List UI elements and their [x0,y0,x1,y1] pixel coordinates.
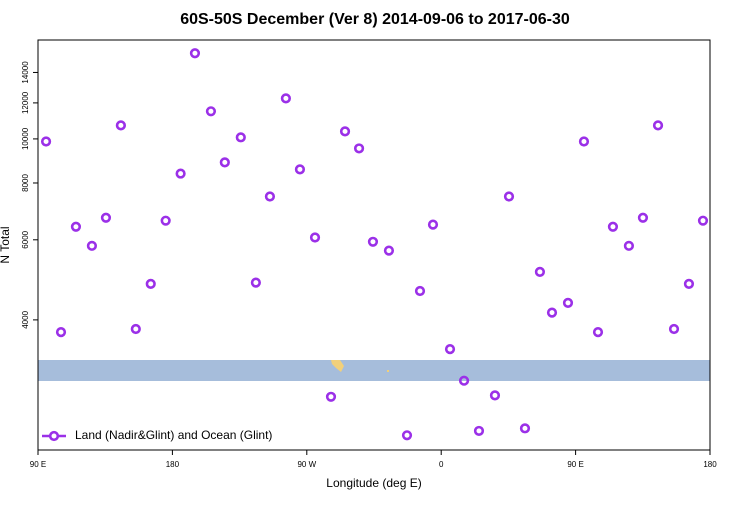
y-axis-label: N Total [0,226,12,263]
point [235,132,246,143]
land [331,360,344,372]
y-tick-label: 12000 [21,91,30,114]
point [383,245,395,256]
land [387,370,389,372]
x-tick-label: 90 W [297,460,316,469]
point [414,285,426,297]
point [115,120,126,131]
point [353,143,365,154]
point [325,391,337,402]
point [592,327,604,338]
x-tick-label: 90 E [567,460,583,469]
point [637,212,649,223]
point [100,212,112,223]
point [683,278,695,289]
y-tick-label: 14000 [21,61,30,84]
point [40,136,52,147]
point [401,430,413,441]
point [219,157,230,168]
point [519,423,531,434]
point [652,120,664,131]
point [367,236,379,247]
x-tick-label: 180 [166,460,180,469]
legend-label: Land (Nadir&Glint) and Ocean (Glint) [75,428,272,442]
plot-frame [37,39,711,451]
point [546,307,558,318]
point [339,126,351,137]
point [489,390,501,401]
point [86,240,98,251]
y-tick-label: 6000 [21,230,30,248]
point [309,232,321,243]
point [55,327,67,338]
point [562,297,574,308]
y-tick-label: 4000 [21,310,30,328]
point [264,191,276,202]
y-tick-label: 10000 [21,127,30,150]
point [205,106,217,117]
point [534,266,546,278]
point [444,344,456,355]
chart-title: 60S-50S December (Ver 8) 2014-09-06 to 2… [180,11,570,28]
legend-marker [48,430,60,442]
point [668,323,680,335]
point [458,375,470,386]
x-axis-label: Longitude (deg E) [326,476,421,490]
point [503,191,515,202]
x-tick-label: 0 [439,460,444,469]
point [697,215,709,226]
x-tick-label: 90 E [30,460,46,469]
point [250,277,261,288]
point [130,323,141,335]
point [607,221,619,232]
y-tick-label: 8000 [21,174,30,192]
point [145,278,156,289]
point [578,136,590,147]
point [189,48,201,59]
x-tick-label: 180 [703,460,717,469]
point [160,215,171,226]
point [294,164,306,175]
point [427,219,439,230]
point [70,221,82,232]
point [623,240,635,251]
map-strip [38,360,710,381]
point [175,168,186,179]
point [280,93,291,104]
point [473,425,485,437]
